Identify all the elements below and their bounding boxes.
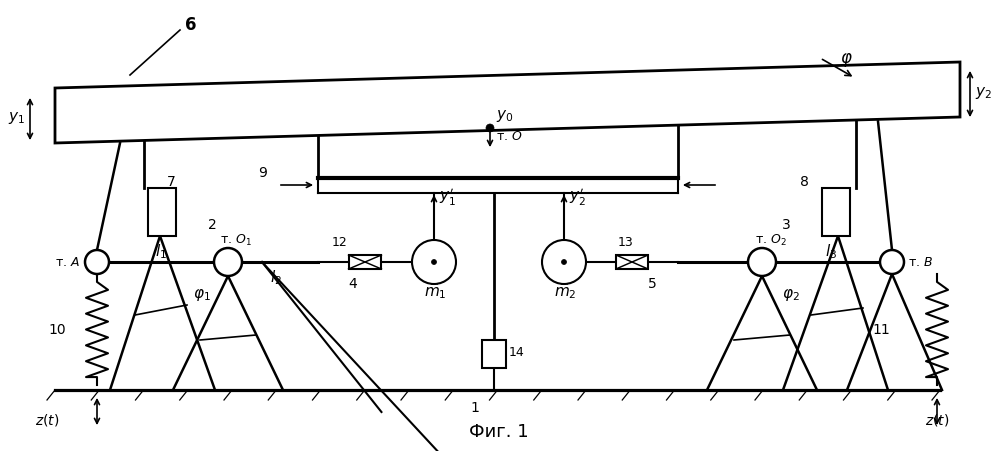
Text: $\varphi_2$: $\varphi_2$ [782,287,799,303]
Text: $l_2$: $l_2$ [270,269,281,287]
Bar [616,255,648,269]
Text: 14: 14 [509,345,525,359]
Bar [148,188,176,236]
Text: $y_2'$: $y_2'$ [569,186,586,207]
Polygon shape [55,62,960,143]
Text: 12: 12 [332,235,347,249]
Circle shape [412,240,456,284]
Bar [348,255,381,269]
Text: $z(t)$: $z(t)$ [35,412,59,428]
Text: $\varphi_1$: $\varphi_1$ [193,287,211,303]
Text: $\varphi$: $\varphi$ [840,51,852,69]
Circle shape [85,250,109,274]
Text: $y_1$: $y_1$ [8,110,25,126]
Text: $m_1$: $m_1$ [424,285,446,301]
Text: 3: 3 [782,218,790,232]
Text: 11: 11 [872,323,890,337]
Text: 6: 6 [185,16,197,34]
Text: т. $O_2$: т. $O_2$ [755,232,786,248]
Text: т. $O$: т. $O$ [496,129,523,143]
Text: т. $O_1$: т. $O_1$ [220,232,251,248]
Circle shape [542,240,586,284]
Text: 13: 13 [618,235,634,249]
Text: $l_1$: $l_1$ [155,243,167,261]
Text: 4: 4 [348,277,356,291]
Text: $l_3$: $l_3$ [825,243,837,261]
Text: 5: 5 [648,277,657,291]
Circle shape [748,248,776,276]
Circle shape [880,250,904,274]
Text: 10: 10 [48,323,66,337]
Text: $y_0$: $y_0$ [496,108,514,124]
Text: 9: 9 [258,166,266,180]
Text: $y_2$: $y_2$ [975,85,992,101]
Text: 1: 1 [470,401,479,415]
Text: Фиг. 1: Фиг. 1 [469,423,529,441]
Circle shape [214,248,242,276]
Text: 7: 7 [167,175,176,189]
Text: 8: 8 [800,175,808,189]
Text: т. $B$: т. $B$ [908,256,933,268]
Bar [822,188,850,236]
Circle shape [431,259,436,264]
Text: т. $A$: т. $A$ [55,256,80,268]
Bar [482,340,506,368]
Text: $y_1'$: $y_1'$ [439,186,456,207]
Circle shape [486,124,494,132]
Text: 2: 2 [208,218,217,232]
Circle shape [562,259,567,264]
Text: $z(t)$: $z(t)$ [925,412,949,428]
Text: $m_2$: $m_2$ [554,285,577,301]
